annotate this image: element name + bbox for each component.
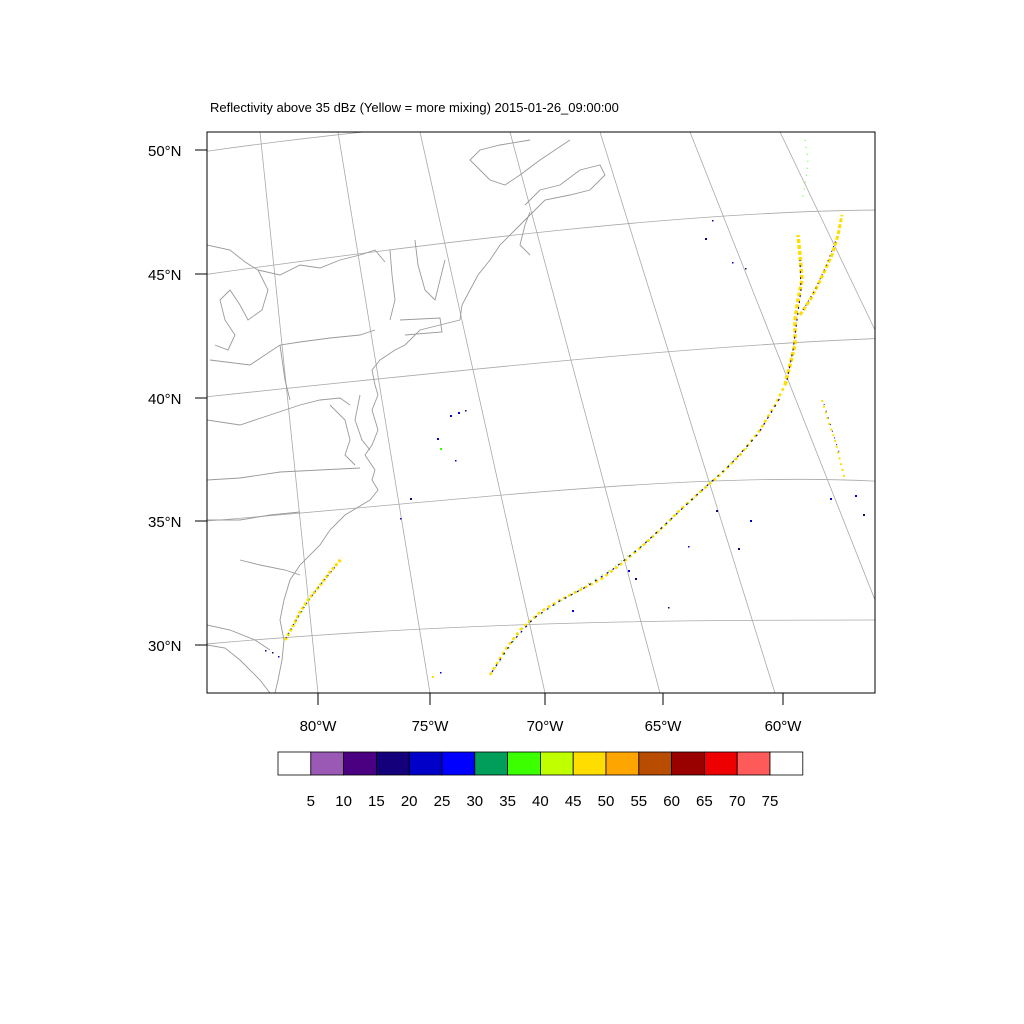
lon-label-80: 80°W bbox=[300, 718, 338, 735]
lat-line-30 bbox=[207, 619, 875, 645]
graticule-latitude bbox=[207, 132, 875, 645]
lon-line-60 bbox=[599, 132, 776, 693]
reflectivity-band-northeast bbox=[783, 139, 846, 481]
reflectivity-speckles bbox=[265, 220, 865, 678]
colorbar-label: 10 bbox=[335, 793, 352, 810]
lat-label-30: 30°N bbox=[148, 638, 182, 655]
lat-line-40 bbox=[207, 338, 875, 398]
colorbar-swatch bbox=[572, 751, 607, 776]
lat-label-35: 35°N bbox=[148, 514, 182, 531]
lon-line-55 bbox=[689, 132, 875, 601]
lat-line-35 bbox=[207, 478, 875, 522]
coastlines bbox=[207, 139, 606, 693]
lat-line-45 bbox=[207, 209, 875, 275]
colorbar-swatch bbox=[736, 751, 771, 776]
lat-label-group: 50°N 45°N 40°N 35°N 30°N bbox=[148, 143, 182, 655]
colorbar-label: 15 bbox=[368, 793, 385, 810]
colorbar-swatch bbox=[671, 751, 705, 776]
lon-line-75 bbox=[337, 132, 431, 693]
colorbar-swatch bbox=[638, 751, 672, 776]
reflectivity-band-offshore bbox=[488, 384, 787, 676]
colorbar-swatch bbox=[769, 751, 804, 776]
colorbar-label: 50 bbox=[598, 793, 615, 810]
colorbar-swatch bbox=[474, 751, 508, 776]
lon-label-group: 80°W 75°W 70°W 65°W 60°W bbox=[300, 718, 803, 735]
lat-label-45: 45°N bbox=[148, 267, 182, 284]
colorbar-swatch bbox=[277, 751, 312, 776]
colorbar-swatch bbox=[540, 751, 574, 776]
plot-frame bbox=[206, 131, 876, 694]
colorbar-swatch bbox=[343, 751, 377, 776]
lon-label-60: 60°W bbox=[765, 718, 803, 735]
lon-line-65 bbox=[509, 132, 661, 693]
colorbar-label: 30 bbox=[466, 793, 483, 810]
colorbar-swatch bbox=[310, 751, 344, 776]
lat-label-50: 50°N bbox=[148, 143, 182, 160]
lon-line-80 bbox=[259, 132, 319, 693]
colorbar-swatch bbox=[605, 751, 640, 776]
lat-line-50 bbox=[207, 132, 368, 152]
colorbar-label: 55 bbox=[630, 793, 647, 810]
colorbar-swatch bbox=[441, 751, 476, 776]
colorbar-label: 45 bbox=[565, 793, 582, 810]
colorbar-label: 20 bbox=[401, 793, 418, 810]
lon-label-65: 65°W bbox=[645, 718, 683, 735]
colorbar-swatch bbox=[375, 751, 410, 776]
colorbar-labels: 5 10 15 20 25 30 35 40 45 50 55 60 65 70 75 bbox=[307, 793, 779, 810]
colorbar-label: 25 bbox=[434, 793, 451, 810]
colorbar-label: 40 bbox=[532, 793, 549, 810]
lon-label-75: 75°W bbox=[412, 718, 450, 735]
lon-line-50 bbox=[779, 132, 875, 331]
colorbar-label: 5 bbox=[307, 793, 315, 810]
colorbar bbox=[277, 751, 804, 776]
plot-title: Reflectivity above 35 dBz (Yellow = more… bbox=[210, 100, 619, 115]
colorbar-label: 65 bbox=[696, 793, 713, 810]
colorbar-label: 35 bbox=[499, 793, 516, 810]
map-area bbox=[207, 132, 875, 693]
colorbar-label: 60 bbox=[663, 793, 680, 810]
colorbar-swatch bbox=[507, 751, 541, 776]
lon-ticks bbox=[317, 693, 784, 705]
lat-label-40: 40°N bbox=[148, 391, 182, 408]
colorbar-label: 70 bbox=[729, 793, 746, 810]
colorbar-swatch bbox=[704, 751, 738, 776]
graticule-longitude bbox=[259, 132, 875, 693]
colorbar-label: 75 bbox=[762, 793, 779, 810]
lat-ticks bbox=[195, 149, 207, 646]
colorbar-swatch bbox=[408, 751, 443, 776]
lon-line-70 bbox=[419, 132, 546, 693]
reflectivity-band-southeast bbox=[283, 557, 344, 641]
lon-label-70: 70°W bbox=[527, 718, 565, 735]
